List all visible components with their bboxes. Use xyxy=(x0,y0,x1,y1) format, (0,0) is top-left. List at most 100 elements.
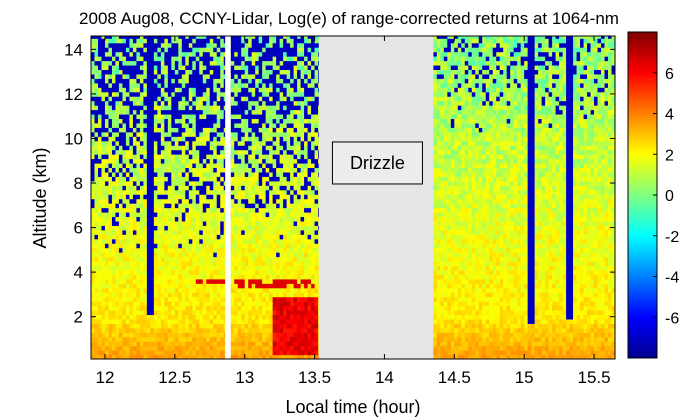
heatmap-cell xyxy=(195,238,200,244)
heatmap-cell xyxy=(118,64,124,71)
heatmap-cell xyxy=(143,36,148,39)
heatmap-cell xyxy=(167,36,172,39)
heatmap-cell xyxy=(297,283,302,289)
heatmap-cell xyxy=(216,194,221,200)
heatmap-cell xyxy=(94,216,99,222)
heatmap-cell xyxy=(125,260,131,267)
heatmap-cell xyxy=(206,64,211,71)
heatmap-cell xyxy=(160,211,165,218)
heatmap-cell xyxy=(300,42,305,48)
heatmap-cell xyxy=(202,185,207,191)
heatmap-cell xyxy=(230,327,235,333)
heatmap-cell xyxy=(111,162,117,169)
heatmap-cell xyxy=(202,350,207,356)
heatmap-cell xyxy=(94,100,99,106)
heatmap-cell xyxy=(293,292,298,298)
heatmap-cell xyxy=(297,198,302,204)
heatmap-cell xyxy=(209,145,214,151)
heatmap-cell xyxy=(153,350,158,356)
heatmap-cell xyxy=(262,274,267,280)
heatmap-cell xyxy=(108,180,113,186)
heatmap-cell xyxy=(143,211,148,218)
heatmap-cell xyxy=(101,87,106,93)
heatmap-cell xyxy=(209,336,214,342)
heatmap-cell xyxy=(293,225,298,231)
heatmap-cell xyxy=(174,229,179,235)
heatmap-cell xyxy=(143,252,148,258)
heatmap-cell xyxy=(91,64,96,71)
heatmap-cell xyxy=(262,158,267,164)
heatmap-cell xyxy=(258,109,263,115)
heatmap-cell xyxy=(258,287,263,293)
heatmap-cell xyxy=(104,323,110,329)
heatmap-cell xyxy=(195,145,200,151)
heatmap-cell xyxy=(199,122,204,128)
heatmap-cell xyxy=(188,167,193,173)
heatmap-cell xyxy=(167,131,172,137)
heatmap-cell xyxy=(290,305,295,311)
heatmap-cell xyxy=(136,118,141,124)
heatmap-cell xyxy=(209,203,214,209)
heatmap-cell xyxy=(272,345,277,351)
heatmap-cell xyxy=(216,243,221,249)
heatmap-cell xyxy=(139,145,144,151)
heatmap-cell xyxy=(258,189,263,195)
heatmap-cell xyxy=(276,327,281,333)
heatmap-cell xyxy=(150,189,155,195)
heatmap-cell xyxy=(143,100,148,106)
heatmap-cell xyxy=(206,154,211,160)
heatmap-cell xyxy=(171,252,176,258)
heatmap-cell xyxy=(195,105,200,111)
heatmap-cell xyxy=(234,198,239,204)
heatmap-cell xyxy=(167,336,172,342)
heatmap-cell xyxy=(195,207,200,213)
heatmap-cell xyxy=(202,51,207,57)
heatmap-cell xyxy=(132,225,138,231)
heatmap-cell xyxy=(290,207,295,213)
heatmap-cell xyxy=(164,38,169,44)
heatmap-cell xyxy=(192,305,197,311)
heatmap-cell xyxy=(164,345,169,351)
heatmap-cell xyxy=(150,296,155,302)
heatmap-cell xyxy=(206,189,211,195)
heatmap-cell xyxy=(216,82,221,88)
heatmap-cell xyxy=(272,203,277,209)
heatmap-cell xyxy=(283,69,288,75)
heatmap-cell xyxy=(132,327,138,333)
heatmap-cell xyxy=(300,265,305,271)
heatmap-cell xyxy=(262,180,267,186)
heatmap-cell xyxy=(171,327,176,333)
heatmap-cell xyxy=(311,247,316,253)
heatmap-cell xyxy=(160,42,165,48)
heatmap-cell xyxy=(307,345,312,351)
heatmap-cell xyxy=(125,60,131,66)
heatmap-cell xyxy=(237,42,242,48)
heatmap-cell xyxy=(150,47,155,53)
heatmap-cell xyxy=(104,185,110,191)
heatmap-cell xyxy=(118,323,124,329)
heatmap-cell xyxy=(195,176,200,182)
heatmap-cell xyxy=(241,238,246,244)
heatmap-cell xyxy=(136,203,141,209)
heatmap-cell xyxy=(230,247,235,253)
heatmap-cell xyxy=(132,283,138,289)
heatmap-cell xyxy=(171,220,176,226)
heatmap-cell xyxy=(132,131,138,137)
heatmap-cell xyxy=(101,287,106,293)
heatmap-cell xyxy=(195,309,200,316)
heatmap-cell xyxy=(244,91,249,97)
heatmap-cell xyxy=(220,211,225,218)
heatmap-cell xyxy=(209,60,214,66)
heatmap-cell xyxy=(262,247,267,253)
heatmap-cell xyxy=(283,194,288,200)
heatmap-cell xyxy=(157,113,162,120)
heatmap-cell xyxy=(248,252,253,258)
heatmap-cell xyxy=(300,314,305,320)
heatmap-cell xyxy=(269,131,274,137)
heatmap-cell xyxy=(202,189,207,195)
heatmap-cell xyxy=(269,203,274,209)
heatmap-cell xyxy=(262,256,267,262)
heatmap-cell xyxy=(248,42,253,48)
heatmap-cell xyxy=(108,220,113,226)
heatmap-cell xyxy=(216,220,221,226)
